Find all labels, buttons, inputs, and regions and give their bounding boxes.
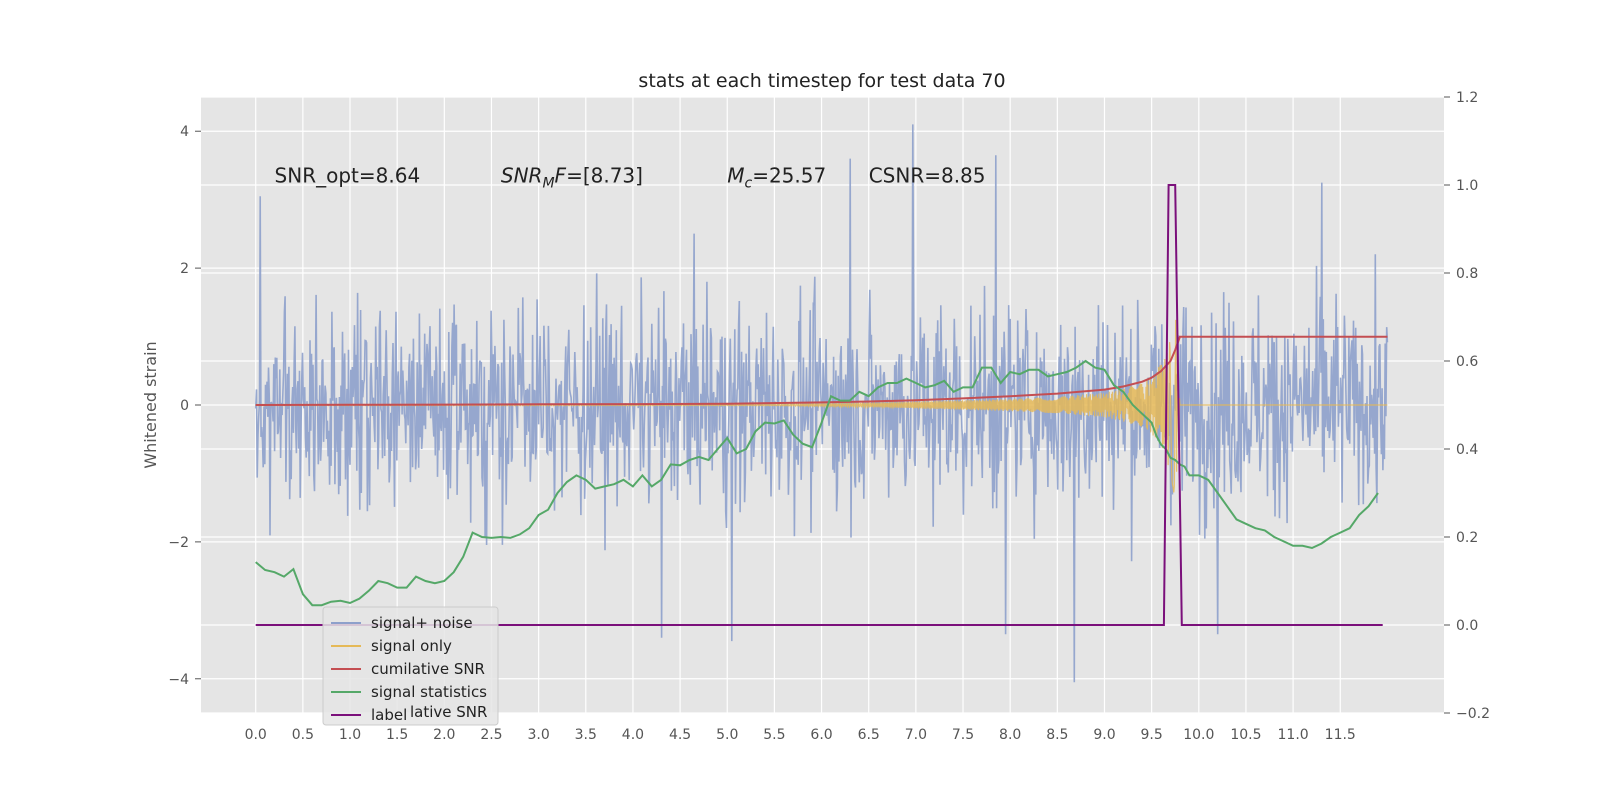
series-layer [254, 124, 1389, 683]
y-tick-label: −2 [168, 535, 189, 551]
legend-entry-label: cumilative SNR [371, 660, 485, 678]
x-tick-label: 3.0 [527, 727, 549, 743]
x-tick-label: 5.5 [763, 727, 785, 743]
x-tick-label: 7.5 [952, 727, 974, 743]
annotation-text: CSNR=8.85 [869, 164, 986, 188]
x-tick-label: 4.0 [622, 727, 644, 743]
x-tick-label: 8.5 [1046, 727, 1068, 743]
chart-title: stats at each timestep for test data 70 [638, 70, 1005, 92]
annotation-text: Mc=25.57 [727, 164, 826, 192]
y2-tick-label: 1.2 [1456, 90, 1478, 106]
x-tick-label: 6.5 [858, 727, 880, 743]
x-tick-label: 11.0 [1278, 727, 1309, 743]
y-tick-label: 0 [180, 398, 189, 414]
x-tick-label: 1.0 [339, 727, 361, 743]
legend-entry-label: signal+ noise [371, 614, 473, 632]
legend-entry-label: signal only [371, 637, 452, 655]
series-signal-statistics [255, 359, 1379, 607]
y-tick-label: 2 [180, 261, 189, 277]
x-tick-label: 0.5 [292, 727, 314, 743]
x-tick-label: 8.0 [999, 727, 1021, 743]
legend-entry-label: label [371, 706, 407, 724]
annotation-text: SNR_opt=8.64 [275, 164, 421, 188]
x-tick-label: 0.0 [245, 727, 267, 743]
x-tick-label: 2.0 [433, 727, 455, 743]
y-tick-label: −4 [168, 672, 189, 688]
x-tick-label: 4.5 [669, 727, 691, 743]
y2-tick-label: 0.2 [1456, 530, 1478, 546]
x-tick-label: 1.5 [386, 727, 408, 743]
x-tick-label: 9.5 [1141, 727, 1163, 743]
y2-tick-label: 0.4 [1456, 442, 1478, 458]
y2-tick-label: 0.0 [1456, 618, 1478, 634]
legend: lative SNR signal+ noise signal only cumila… [322, 606, 499, 726]
x-tick-label: 7.0 [905, 727, 927, 743]
x-tick-label: 10.5 [1230, 727, 1261, 743]
legend-entry-label: signal statistics [371, 683, 487, 701]
x-tick-label: 9.0 [1093, 727, 1115, 743]
x-tick-label: 2.5 [480, 727, 502, 743]
y2-tick-label: 1.0 [1456, 178, 1478, 194]
annotation-text: SNRMF=[8.73] [501, 164, 643, 192]
y2-tick-label: 0.6 [1456, 354, 1478, 370]
series-signal-noise [254, 124, 1389, 683]
legend-ghost-text: lative SNR [410, 703, 487, 721]
x-tick-label: 10.0 [1183, 727, 1214, 743]
y2-tick-label: −0.2 [1456, 706, 1490, 722]
x-tick-label: 11.5 [1325, 727, 1356, 743]
x-tick-label: 6.0 [810, 727, 832, 743]
x-tick-label: 5.0 [716, 727, 738, 743]
y-axis-label: Whitened strain [141, 341, 160, 468]
y2-tick-label: 0.8 [1456, 266, 1478, 282]
series-label [255, 184, 1383, 626]
annotations: SNR_opt=8.64 SNRMF=[8.73] Mc=25.57 CSNR=8.8… [275, 164, 986, 192]
x-tick-label: 3.5 [575, 727, 597, 743]
ticks: 0.0 0.5 1.0 1.5 2.0 2.5 3.0 3.5 4.0 4.5 5.0 5.5 6.0 6… [168, 90, 1490, 743]
legend-frame [322, 606, 499, 726]
y-tick-label: 4 [180, 124, 189, 140]
